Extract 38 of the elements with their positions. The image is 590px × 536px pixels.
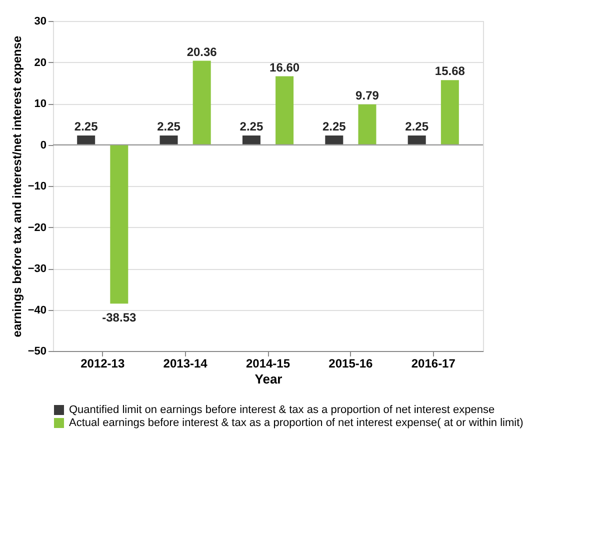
bar: [192, 60, 211, 145]
y-tick-label: −40: [28, 304, 46, 316]
data-label: 2.25: [240, 119, 264, 134]
x-tick-label: 2013-14: [163, 356, 208, 370]
data-label: 2.25: [157, 119, 181, 134]
y-tick-label: 30: [34, 16, 46, 28]
y-tick-label: 20: [34, 56, 46, 69]
x-tick-label: 2015-16: [328, 356, 374, 370]
bar: [325, 135, 344, 145]
y-axis-title: earnings before tax and interest/net interest expense: [10, 35, 24, 338]
y-tick-label: −10: [28, 180, 46, 192]
y-tick-label: 0: [40, 139, 46, 152]
bar: [110, 144, 128, 304]
data-label: 2.25: [322, 119, 346, 134]
bar: [276, 76, 294, 145]
legend-label: Actual earnings before interest & tax as a proportion of net interest expense( at or within limit): [69, 417, 524, 429]
x-tick-label: 2012-13: [80, 356, 125, 370]
bar: [242, 135, 260, 145]
bar: [160, 135, 178, 145]
y-tick-label: −30: [28, 263, 46, 275]
data-label: -38.53: [102, 310, 136, 325]
y-tick-label: −50: [28, 346, 46, 358]
y-tick-label: −20: [28, 222, 46, 234]
data-label: 15.68: [434, 64, 466, 78]
data-label: 2.25: [405, 119, 429, 134]
y-tick-label: 10: [34, 98, 46, 110]
bar: [77, 135, 96, 145]
x-tick-label: 2014-15: [246, 356, 290, 370]
data-label: 2.25: [74, 119, 98, 134]
x-tick-label: 2016-17: [411, 356, 456, 370]
bar: [440, 80, 459, 145]
bar: [408, 135, 426, 145]
bar: [358, 104, 376, 145]
data-label: 20.36: [186, 44, 218, 59]
legend-label: Quantified limit on earnings before interest & tax as a proportion of net interest expense: [69, 404, 495, 416]
x-axis-title: Year: [254, 372, 282, 386]
data-label: 16.60: [270, 60, 300, 74]
data-label: 9.79: [356, 88, 380, 102]
